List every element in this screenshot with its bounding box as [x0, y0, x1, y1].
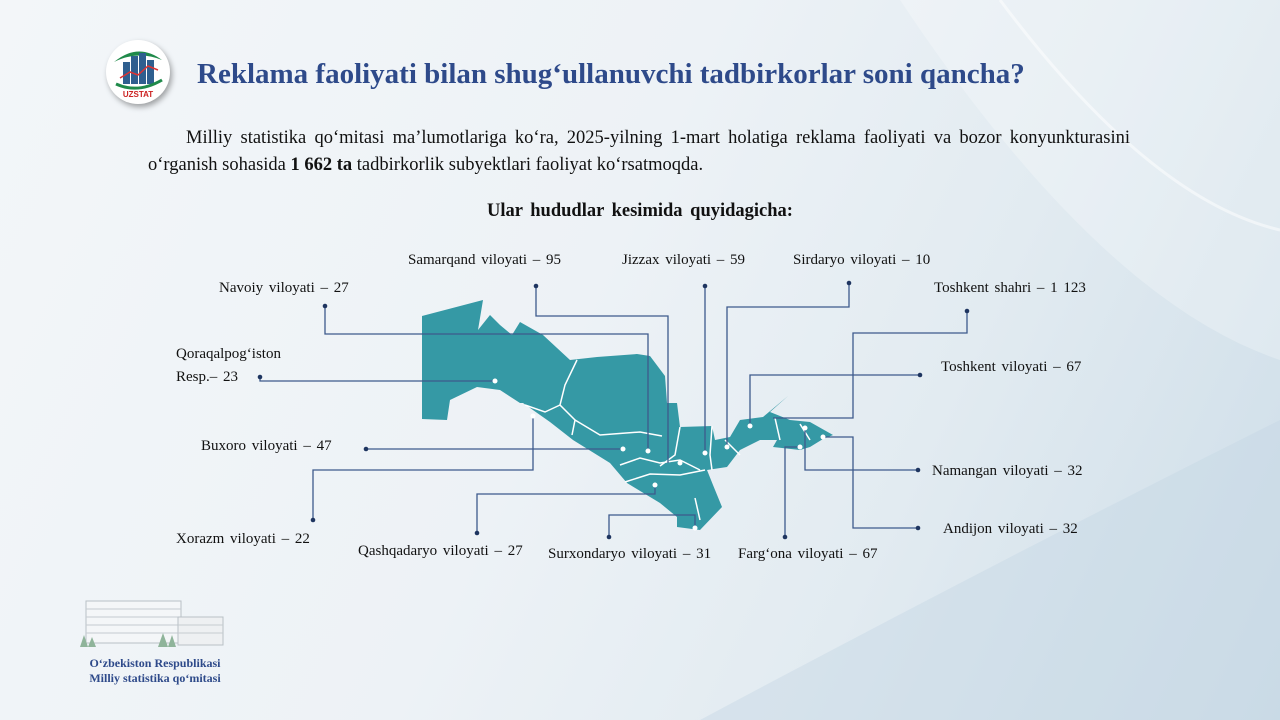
leader-endpoints: [257, 280, 970, 540]
label-fargona: Farg‘ona viloyati – 67: [738, 546, 878, 562]
uzstat-logo: UZSTAT: [106, 40, 170, 104]
label-qoraqalpogiston: Qoraqalpog‘iston: [176, 346, 281, 362]
label-buxoro: Buxoro viloyati – 47: [201, 438, 332, 454]
label-qoraqalpogiston-value: Resp.– 23: [176, 369, 238, 385]
label-jizzax: Jizzax viloyati – 59: [622, 252, 746, 268]
label-sirdaryo: Sirdaryo viloyati – 10: [793, 252, 931, 268]
footer-line-1: O‘zbekiston Respublikasi: [89, 656, 221, 670]
footer-organization: O‘zbekiston Respublikasi Milliy statisti…: [80, 656, 230, 686]
building-illustration: [80, 600, 224, 647]
total-count: 1 662 ta: [290, 155, 353, 175]
logo-text: UZSTAT: [123, 90, 153, 99]
label-andijon: Andijon viloyati – 32: [943, 521, 1078, 537]
label-navoiy: Navoiy viloyati – 27: [219, 280, 349, 296]
intro-paragraph: Milliy statistika qo‘mitasi ma’lumotlari…: [148, 125, 1130, 179]
label-xorazm: Xorazm viloyati – 22: [176, 531, 310, 547]
region-borders: [524, 359, 811, 521]
label-samarqand: Samarqand viloyati – 95: [408, 252, 562, 268]
leader-lines: [259, 283, 968, 537]
label-qashqadaryo: Qashqadaryo viloyati – 27: [358, 543, 523, 559]
label-toshkent-viloyati: Toshkent viloyati – 67: [941, 359, 1082, 375]
intro-text: Milliy statistika qo‘mitasi ma’lumotlari…: [148, 128, 1130, 175]
main-territory: [422, 300, 833, 530]
section-subtitle: Ular hududlar kesimida quyidagicha:: [487, 201, 793, 221]
footer-line-2: Milliy statistika qo‘mitasi: [89, 671, 221, 685]
region-centers: [492, 378, 826, 531]
label-surxondaryo: Surxondaryo viloyati – 31: [548, 546, 712, 562]
page-title: Reklama faoliyati bilan shug‘ullanuvchi …: [197, 58, 1025, 90]
map-shape: [422, 300, 833, 530]
label-namangan: Namangan viloyati – 32: [932, 463, 1083, 479]
label-toshkent-shahri: Toshkent shahri – 1 123: [934, 280, 1086, 296]
intro-text-end: tadbirkorlik subyektlari faoliyat ko‘rsa…: [352, 155, 704, 175]
